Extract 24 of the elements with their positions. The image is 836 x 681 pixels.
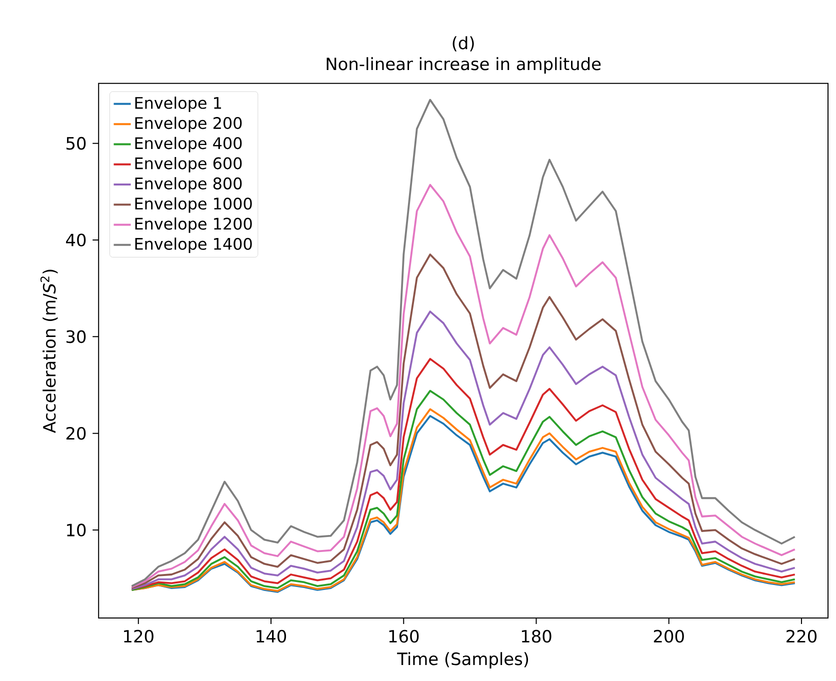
legend-label: Envelope 400 — [135, 136, 242, 152]
legend-label: Envelope 1400 — [135, 238, 252, 253]
x-tick-label: 200 — [654, 630, 684, 643]
legend-label: Envelope 1 — [135, 96, 221, 112]
y-axis-title: Acceleration (m/S$^{2}$) — [40, 270, 58, 433]
line-series — [130, 310, 796, 590]
legend-label: Envelope 1200 — [135, 217, 252, 233]
y-tick-label: 20 — [66, 426, 86, 440]
legend-label: Envelope 200 — [135, 116, 242, 132]
chart-subtitle: Non-linear increase in amplitude — [326, 57, 601, 74]
legend-label: Envelope 600 — [135, 157, 242, 172]
x-axis-title: Time (Samples) — [397, 652, 528, 669]
legend-label: Envelope 800 — [135, 177, 242, 193]
chart-title: (d) — [452, 36, 474, 52]
x-tick-label: 160 — [389, 630, 419, 643]
y-tick-label: 40 — [66, 234, 86, 246]
x-tick-label: 220 — [786, 630, 817, 643]
y-tick-label: 50 — [66, 136, 86, 150]
y-tick-label: 30 — [66, 330, 86, 344]
x-tick-label: 180 — [522, 630, 552, 643]
y-tick-label: 10 — [67, 524, 86, 536]
legend-label: Envelope 1000 — [135, 197, 252, 213]
x-tick-label: 120 — [124, 630, 154, 643]
x-tick-label: 140 — [256, 630, 286, 643]
